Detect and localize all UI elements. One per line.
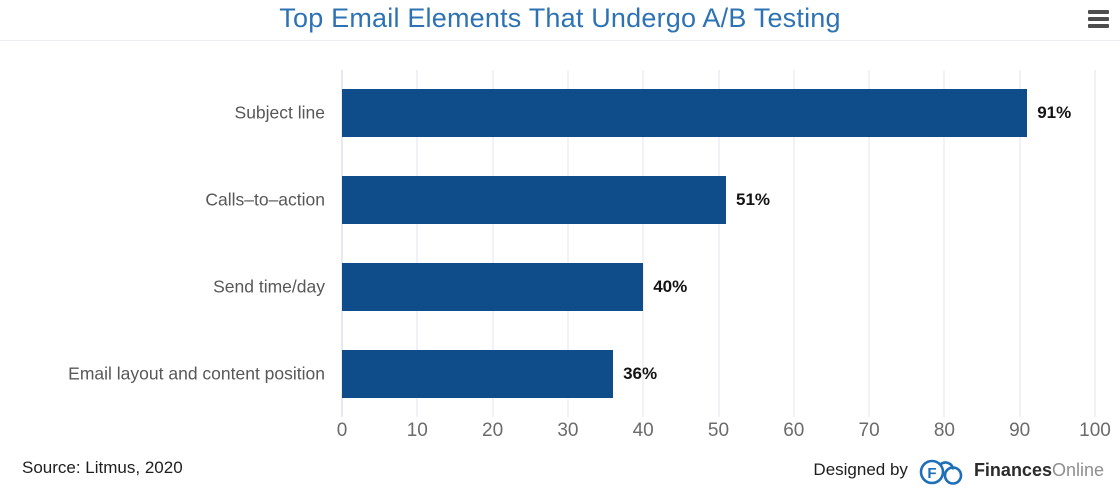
bar-2[interactable] xyxy=(342,176,727,225)
value-label: 91% xyxy=(1037,103,1072,123)
category-label: Calls–to–action xyxy=(205,189,325,210)
x-tick-label: 100 xyxy=(1079,420,1111,441)
gridline xyxy=(492,70,494,417)
gridline xyxy=(1094,70,1096,417)
designed-by-label: Designed by xyxy=(813,460,908,479)
brand-name: FinancesOnline xyxy=(974,460,1104,481)
x-tick-label: 90 xyxy=(1009,420,1031,441)
chart-row: Subject line 91% xyxy=(235,70,1095,157)
gridline xyxy=(416,70,418,417)
x-tick-label: 70 xyxy=(858,420,880,441)
category-label: Send time/day xyxy=(213,276,325,297)
x-tick-label: 30 xyxy=(557,420,579,441)
title-divider xyxy=(0,40,1120,41)
hamburger-bar xyxy=(1088,17,1109,21)
chart-title: Top Email Elements That Undergo A/B Test… xyxy=(279,3,841,33)
chart-row: Email layout and content position 36% xyxy=(68,330,1095,417)
gridline xyxy=(718,70,719,417)
chart-row: Send time/day 40% xyxy=(213,244,1095,331)
value-label: 40% xyxy=(653,276,688,296)
gridline xyxy=(868,70,870,417)
hamburger-bar xyxy=(1088,24,1109,28)
gridline xyxy=(642,70,644,417)
x-tick-label: 10 xyxy=(406,420,428,441)
brand-finances: Finances xyxy=(973,459,1052,480)
gridline xyxy=(341,70,343,417)
gridline xyxy=(567,70,569,417)
bar-1[interactable] xyxy=(342,89,1028,138)
gridline xyxy=(793,70,795,417)
plot-area: Subject line 91% Calls–to–action 51% Send ti… xyxy=(68,70,1096,417)
x-tick-label: 80 xyxy=(933,420,955,441)
x-tick-label: 40 xyxy=(632,420,654,441)
source-label: Source: Litmus, 2020 xyxy=(22,458,183,477)
x-tick-label: 0 xyxy=(336,420,348,441)
svg-text:F: F xyxy=(927,465,936,482)
x-tick-label: 60 xyxy=(783,420,805,441)
x-axis: 0 10 20 30 40 50 60 70 80 90 100 xyxy=(337,420,1111,446)
category-label: Email layout and content position xyxy=(68,363,325,384)
brand-online: Online xyxy=(1051,459,1104,480)
x-tick-label: 20 xyxy=(482,420,504,441)
chart-row: Calls–to–action 51% xyxy=(205,157,1095,244)
value-label: 36% xyxy=(623,363,658,383)
attribution: Designed by F FinancesOnline xyxy=(813,454,1104,486)
bar-4[interactable] xyxy=(342,349,614,398)
bar-3[interactable] xyxy=(342,262,644,311)
hamburger-menu-icon[interactable] xyxy=(1088,10,1109,31)
hamburger-bar xyxy=(1088,10,1109,14)
x-tick-label: 50 xyxy=(707,420,730,441)
category-label: Subject line xyxy=(234,102,325,123)
value-label: 51% xyxy=(736,190,771,210)
gridline xyxy=(943,70,945,417)
gridline xyxy=(1019,70,1021,417)
financesonline-cloud-logo-icon: F xyxy=(919,459,963,485)
